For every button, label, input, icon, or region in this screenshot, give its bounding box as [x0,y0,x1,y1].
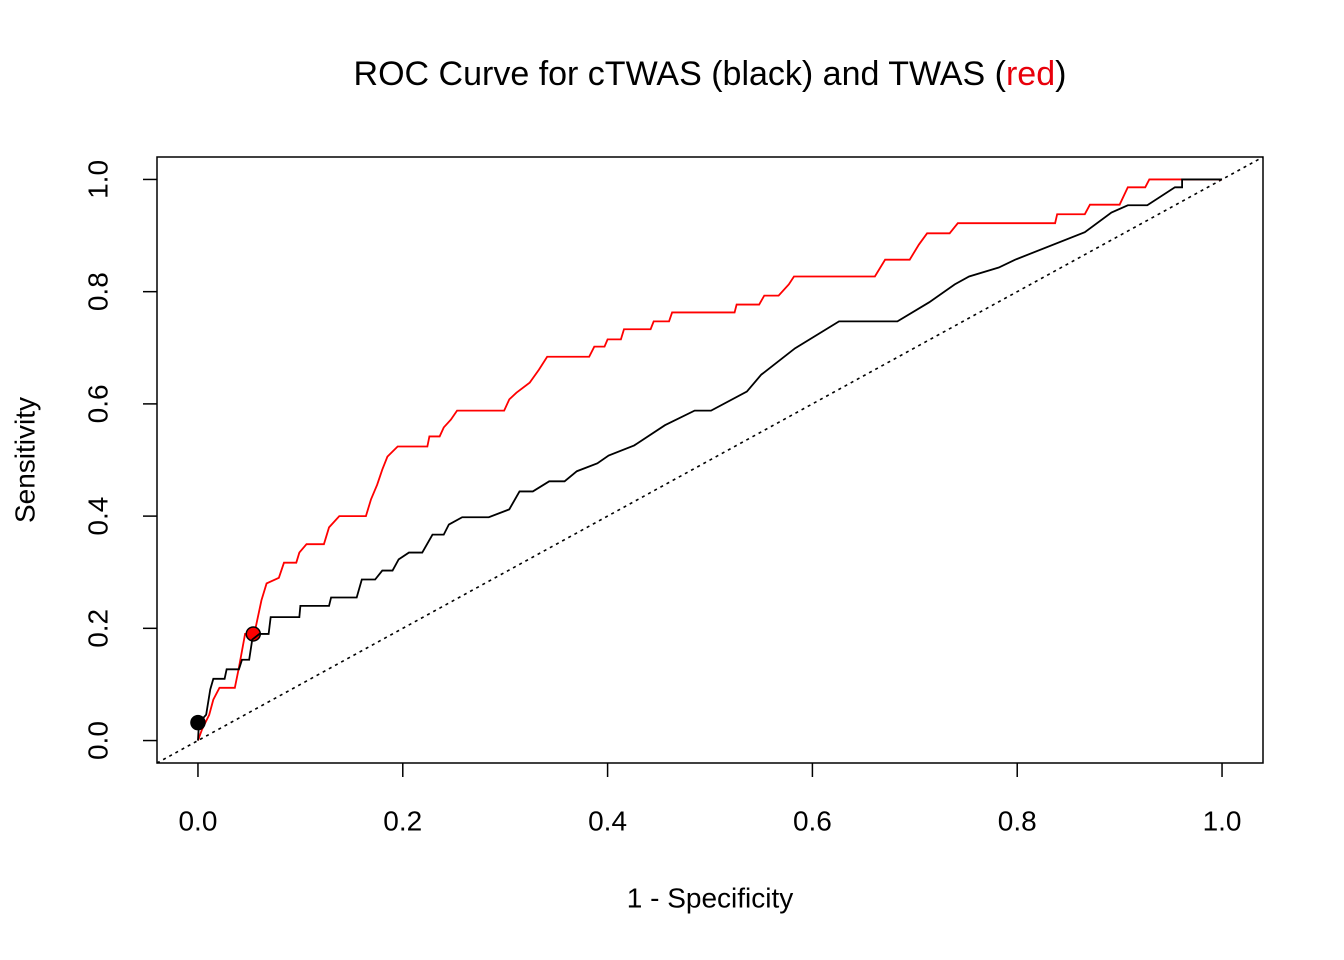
title-part: ROC Curve for cTWAS (black) and TWAS ( [354,55,1007,93]
y-tick-label: 1.0 [82,160,113,199]
y-tick-label: 0.8 [82,272,113,311]
x-tick-label: 0.0 [178,805,217,836]
x-axis-label: 1 - Specificity [627,882,794,913]
y-tick-label: 0.0 [82,721,113,760]
x-tick-label: 1.0 [1203,805,1242,836]
x-tick-label: 0.2 [383,805,422,836]
x-tick-label: 0.6 [793,805,832,836]
x-tick-label: 0.4 [588,805,627,836]
x-tick-label: 0.8 [998,805,1037,836]
roc-curve [197,178,1223,741]
y-tick-label: 0.2 [82,609,113,648]
roc-curve [197,178,1223,741]
y-tick-label: 0.6 [82,384,113,423]
plot-frame [156,156,1264,764]
title-part: ) [1055,55,1066,93]
threshold-point [190,714,206,731]
reference-diagonal [156,156,1264,764]
chart-title: ROC Curve for cTWAS (black) and TWAS (re… [354,55,1067,93]
title-part: red [1006,55,1055,93]
y-tick-label: 0.4 [82,497,113,536]
y-axis-label: Sensitivity [9,397,40,523]
